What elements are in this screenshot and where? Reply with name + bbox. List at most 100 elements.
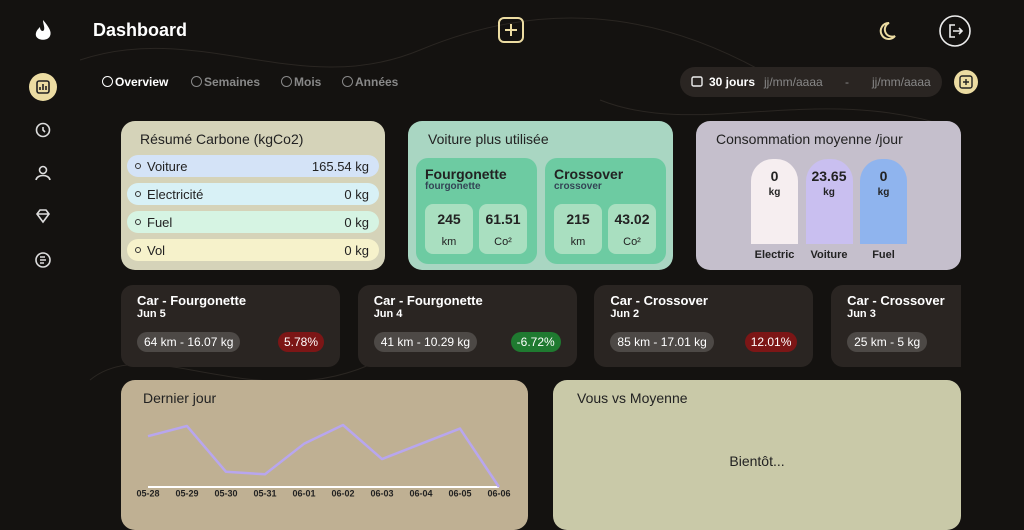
nav-notes[interactable] (35, 252, 51, 268)
x-tick-label: 06-06 (487, 488, 510, 498)
x-tick-label: 05-29 (175, 488, 198, 498)
carbon-summary-card: Résumé Carbone (kgCo2) Voiture 165.54 kg E… (121, 121, 385, 270)
average-bar: 23.65 kg (805, 159, 853, 244)
stat-box: 245 km (425, 204, 473, 254)
stat-value: 245 (437, 211, 461, 227)
bullet (135, 163, 141, 169)
icon (35, 174, 51, 181)
stat-unit: Co² (623, 236, 641, 248)
stat-unit: km (570, 236, 586, 248)
row-label: Vol (147, 243, 166, 258)
stat-unit: km (441, 236, 457, 248)
trip-date: Jun 3 (847, 308, 876, 320)
tab[interactable]: Mois (294, 75, 322, 89)
card-title: Dernier jour (143, 390, 217, 406)
icon (42, 127, 46, 133)
summary-row: Fuel 0 kg (127, 211, 379, 233)
date-separator: - (845, 75, 849, 89)
bar-label: Fuel (872, 249, 895, 261)
date-filter[interactable] (680, 67, 942, 97)
x-tick-label: 06-01 (292, 488, 315, 498)
card-title: Vous vs Moyenne (577, 390, 688, 406)
stat-box: 61.51 Co² (479, 204, 527, 254)
trip-card[interactable]: Car - Fourgonette Jun 4 41 km - 10.29 kg -6… (357, 285, 577, 367)
stat-box: 43.02 Co² (608, 204, 656, 254)
x-tick-label: 06-04 (409, 488, 432, 498)
trip-date: Jun 4 (373, 308, 403, 320)
x-tick-label: 06-02 (331, 488, 354, 498)
car-card: Crossover crossover 215 km 43.02 Co² (545, 158, 666, 264)
nav-premium[interactable] (36, 209, 50, 224)
row-value: 165.54 kg (311, 159, 369, 174)
x-tick-label: 05-30 (214, 488, 237, 498)
stat-box: 215 km (554, 204, 602, 254)
stat-value: 43.02 (614, 211, 650, 227)
row-value: 0 kg (344, 187, 369, 202)
decor (29, 15, 978, 382)
last-day-card: Dernier jour (121, 380, 528, 530)
most-used-card: Voiture plus utilisée Fourgonette fourgon… (408, 121, 673, 270)
car-name: Fourgonette (425, 166, 507, 182)
row-label: Fuel (147, 215, 173, 230)
stat-value: 61.51 (485, 211, 521, 227)
bullet (135, 247, 141, 253)
average-bar: 0 kg (860, 159, 907, 244)
page: Dashboard 30 jours jj/mm/aaaa - jj/mm/aa… (29, 15, 978, 530)
tab[interactable]: Semaines (204, 75, 261, 89)
trip-card[interactable]: Car - Crossover Jun 3 25 km - 5 kg (831, 285, 961, 367)
row-label: Voiture (147, 159, 188, 174)
theme-toggle[interactable] (879, 21, 896, 40)
icon (40, 256, 46, 264)
icon (959, 75, 973, 89)
line-series (147, 423, 501, 488)
trip-change: -6.72% (510, 332, 561, 352)
car-card: Fourgonette fourgonette 245 km 61.51 Co² (416, 158, 537, 264)
trip-detail: 85 km - 17.01 kg (610, 332, 714, 352)
icon (39, 84, 47, 90)
date-end[interactable]: jj/mm/aaaa (872, 75, 931, 89)
add-button[interactable] (498, 17, 524, 43)
summary-row: Electricité 0 kg (127, 183, 379, 205)
nav-profile[interactable] (38, 165, 48, 175)
average-card: Consommation moyenne /jour 0 kg Electric 23… (696, 121, 961, 270)
tab-icon[interactable] (102, 76, 113, 87)
row-label: Electricité (147, 187, 204, 202)
icon (963, 79, 969, 85)
date-start[interactable]: jj/mm/aaaa (764, 75, 823, 89)
tab[interactable]: Overview (115, 75, 169, 89)
trip-change: 5.78% (277, 332, 324, 352)
trip-date: Jun 5 (137, 308, 166, 320)
icon (36, 80, 50, 94)
status: Bientôt... (729, 453, 785, 469)
trip-detail: 25 km - 5 kg (847, 332, 928, 352)
car-name: Crossover (554, 166, 624, 182)
bullet (135, 219, 141, 225)
bar-label: Electric (754, 249, 795, 261)
bar-unit: kg (768, 187, 781, 198)
trip-card[interactable]: Car - Fourgonette Jun 5 64 km - 16.07 kg 5.… (121, 285, 340, 367)
logout-button[interactable] (939, 15, 971, 47)
tab-icon[interactable] (281, 76, 292, 87)
tab-icon[interactable] (191, 76, 202, 87)
trip-card[interactable]: Car - Crossover Jun 2 85 km - 17.01 kg 12.0… (594, 285, 814, 367)
tab-icon[interactable] (342, 76, 353, 87)
page-title: Dashboard (93, 20, 188, 40)
date-range[interactable]: 30 jours (709, 75, 756, 89)
summary-row: Voiture 165.54 kg (127, 155, 379, 177)
tab[interactable]: Années (355, 75, 399, 89)
x-tick-label: 06-05 (448, 488, 471, 498)
stat-unit: Co² (494, 236, 512, 248)
icon (691, 76, 703, 87)
trip-detail: 64 km - 16.07 kg (137, 332, 241, 352)
card-title: Consommation moyenne /jour (716, 131, 903, 147)
trip-date: Jun 2 (610, 308, 640, 320)
card-title: Résumé Carbone (kgCo2) (140, 131, 304, 147)
bullet (135, 191, 141, 197)
logo (35, 20, 51, 40)
trip-title: Car - Fourgonette (373, 293, 483, 308)
trip-change: 12.01% (744, 332, 798, 352)
last-day-chart: 05-28 05-29 05-30 05-31 06-01 06-02 06-03 06-04… (136, 423, 511, 498)
nav-history[interactable] (35, 122, 51, 138)
bar-value: 0 (770, 168, 779, 184)
bar-value: 23.65 (811, 168, 847, 184)
